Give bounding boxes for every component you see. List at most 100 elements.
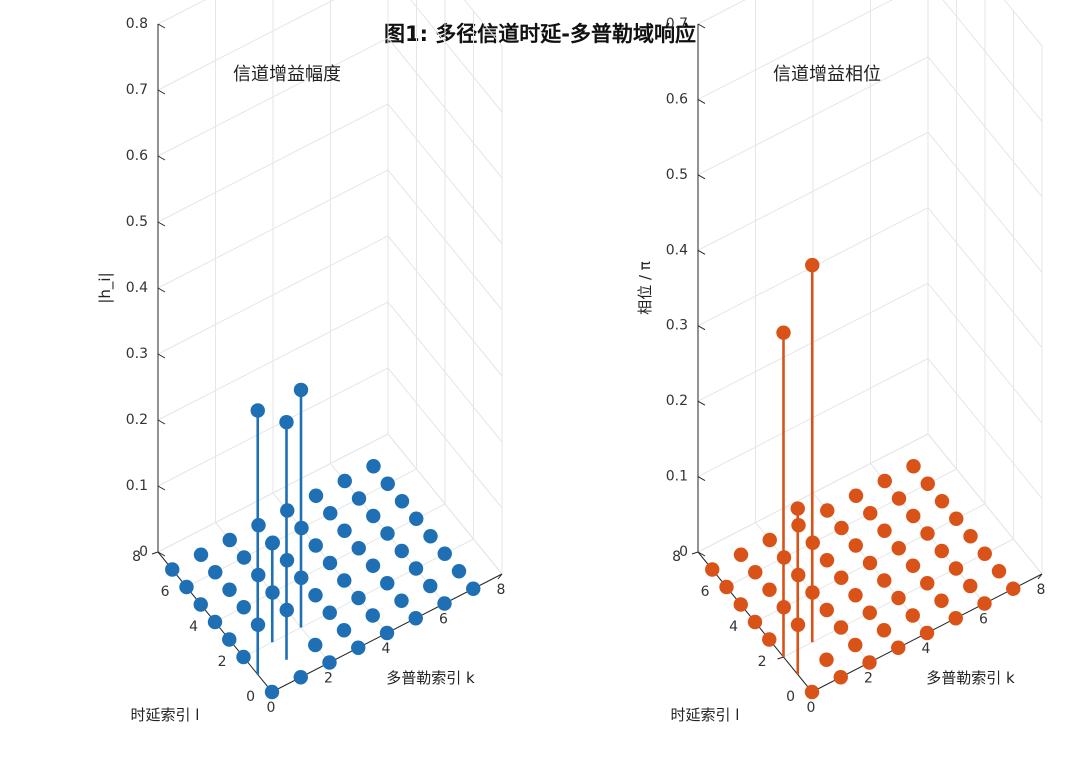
x-tick [1037, 573, 1043, 580]
y-tick [691, 551, 699, 555]
z-tick [157, 353, 166, 359]
stem-marker [762, 632, 777, 647]
stem-marker [891, 491, 907, 506]
z-tick [697, 98, 706, 104]
stem-marker [848, 637, 863, 653]
stem-marker [466, 581, 481, 596]
z-tick-label: 0.7 [666, 16, 688, 32]
stem-marker [222, 532, 237, 548]
stem-marker [437, 546, 452, 561]
chart-title: 信道增益幅度 [233, 64, 341, 85]
magnitude-chart: 024680246800.10.20.30.40.50.60.70.8多普勒索引… [96, 0, 505, 724]
stem-marker [365, 608, 380, 623]
z-tick-label: 0.2 [666, 393, 688, 409]
stem-marker [208, 565, 223, 580]
stem-marker [165, 562, 180, 577]
stem-marker [948, 611, 963, 626]
y-tick-label: 6 [701, 584, 710, 600]
stem-marker [862, 655, 877, 670]
z-tick-label: 0.3 [666, 318, 688, 334]
y-tick-label: 8 [672, 549, 681, 565]
stem-marker [834, 520, 849, 536]
stem-marker [991, 564, 1007, 579]
stem-marker [862, 605, 877, 620]
y-tick-label: 0 [246, 689, 255, 705]
y-tick-label: 2 [758, 654, 767, 670]
stem-marker [905, 608, 920, 623]
stem-marker [762, 532, 777, 548]
stem-marker [804, 684, 820, 700]
y-tick-label: 8 [132, 549, 141, 565]
z-tick [157, 287, 166, 293]
stem-marker [920, 476, 935, 491]
z-tick [157, 89, 166, 95]
axes [691, 23, 1043, 698]
stem-marker [394, 494, 410, 509]
z-tick [157, 221, 166, 227]
stem-marker [394, 593, 409, 608]
stem-marker [747, 614, 763, 630]
stem-marker [977, 546, 992, 561]
grid-line [1003, 0, 1043, 47]
z-tick [157, 155, 166, 161]
stem-marker [1006, 581, 1021, 596]
figure-title: 图1: 多径信道时延-多普勒域响应 [383, 22, 697, 46]
z-tick [157, 551, 166, 557]
stem-marker [877, 523, 892, 538]
z-tick-label: 0.3 [126, 346, 148, 362]
z-tick [157, 23, 166, 29]
y-tick [151, 551, 159, 555]
x-tick-label: 8 [1037, 582, 1046, 598]
stem-marker [906, 459, 921, 474]
stem-marker [308, 637, 323, 653]
z-tick-label: 0.1 [126, 478, 148, 494]
y-tick-label: 4 [729, 619, 738, 635]
z-tick [697, 23, 706, 29]
stem-marker [963, 529, 978, 544]
stem-marker [819, 652, 834, 667]
stem-marker [366, 508, 381, 524]
y-tick-label: 2 [218, 654, 227, 670]
stem-marker [337, 573, 352, 588]
stem-marker [236, 600, 251, 615]
stem-marker [833, 670, 848, 685]
stem-marker [919, 625, 935, 641]
x-tick-label: 0 [267, 700, 276, 716]
stem-marker [790, 501, 805, 516]
stem-marker [949, 511, 964, 526]
x-tick [497, 573, 503, 580]
stem-marker [948, 561, 964, 576]
stem-marker [308, 488, 324, 503]
stem-marker [322, 605, 337, 620]
stem-marker [380, 576, 395, 591]
stem-marker [323, 506, 338, 521]
stem-marker [380, 476, 395, 491]
z-tick-label: 0.4 [126, 280, 148, 296]
stem-marker [408, 561, 424, 576]
stem-marker [748, 565, 763, 580]
z-tick-label: 0.8 [126, 16, 148, 32]
stem-marker [365, 558, 381, 573]
stem-marker [193, 547, 209, 562]
stem-marker [977, 596, 992, 611]
stem-marker [776, 325, 791, 340]
stem-marker [179, 579, 194, 595]
stem-marker [423, 578, 438, 594]
stem-marker [934, 494, 950, 509]
stem-marker [222, 632, 237, 647]
stem-marker [877, 473, 892, 489]
stem-marker [819, 553, 835, 568]
z-tick-label: 0 [679, 544, 688, 560]
z-tick [697, 249, 706, 255]
grid [697, 0, 1043, 693]
stem-marker [805, 257, 820, 273]
stem-marker [207, 614, 223, 630]
stem-marker [819, 602, 834, 618]
y-tick [777, 656, 784, 660]
stem-marker [250, 403, 265, 418]
stem-marker [891, 640, 906, 655]
stem-marker [293, 670, 308, 685]
z-tick-label: 0.7 [126, 82, 148, 98]
